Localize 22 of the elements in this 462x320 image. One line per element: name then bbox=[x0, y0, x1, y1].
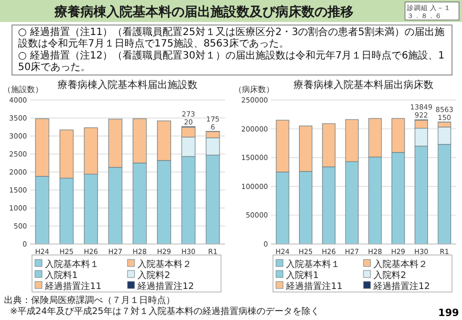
y-axis-title: （施設数） bbox=[3, 85, 43, 94]
legend-label: 経過措置注12 bbox=[372, 281, 430, 292]
legend-label: 入院基本料２ bbox=[138, 259, 192, 270]
legend-label: 入院料2 bbox=[374, 270, 406, 281]
chart-title: 療養病棟入院基本料届出施設数 bbox=[58, 79, 198, 91]
chart-title: 療養病棟入院基本料届出病床数 bbox=[294, 79, 434, 91]
text: 199 bbox=[438, 308, 460, 319]
legend-label: 経過措置注12 bbox=[136, 281, 194, 292]
legend-label: 経過措置注11 bbox=[44, 281, 102, 292]
text: ○ 経過措置（注12）（看護職員配置30対１）の届出施設数は令和元年7月１日時点で6施設、150床であった。 bbox=[18, 50, 444, 73]
source-note: 出典：保険局医療課調べ（７月１日時点） bbox=[4, 295, 175, 306]
legend-label: 入院基本料１ bbox=[286, 259, 340, 270]
legend-label: 入院基本料１ bbox=[45, 259, 99, 270]
legend-label: 入院料1 bbox=[45, 270, 78, 281]
legend-label: 入院料1 bbox=[286, 270, 319, 281]
text: 療養病棟入院基本料の届出施設数及び病床数の推移 bbox=[54, 4, 354, 20]
text: ○ 経過措置（注11）（看護職員配置25対１又は医療区分2・3の割合の患者5割未満）の届出施設数は令和元年7月１日時点で175施設、8563床であった。 bbox=[18, 26, 444, 50]
text: ※平成24年及び平成25年は７対１入院基本料の経過措置病棟のデータを除く bbox=[10, 306, 320, 317]
legend-label: 入院料2 bbox=[138, 270, 170, 281]
legend-label: 経過措置注11 bbox=[285, 281, 342, 292]
y-axis-title: （病床数） bbox=[234, 85, 274, 94]
legend-label: 入院基本料２ bbox=[374, 259, 428, 270]
